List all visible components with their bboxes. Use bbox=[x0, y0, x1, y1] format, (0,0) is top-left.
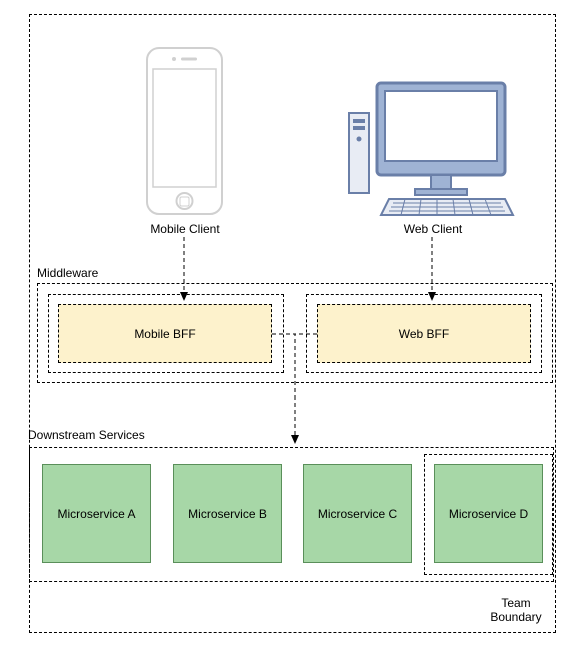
microservice-a-label: Microservice A bbox=[57, 507, 135, 521]
downstream-title: Downstream Services bbox=[28, 428, 168, 442]
mobile-client-icon bbox=[141, 45, 228, 217]
web-client-icon bbox=[345, 77, 517, 217]
mobile-bff: Mobile BFF bbox=[58, 304, 272, 363]
microservice-b-label: Microservice B bbox=[188, 507, 267, 521]
web-bff: Web BFF bbox=[317, 304, 531, 363]
mobile-bff-label: Mobile BFF bbox=[134, 327, 195, 341]
microservice-c-label: Microservice C bbox=[318, 507, 397, 521]
microservice-c: Microservice C bbox=[303, 464, 412, 563]
web-client-label: Web Client bbox=[403, 222, 463, 236]
web-bff-label: Web BFF bbox=[399, 327, 449, 341]
middleware-title: Middleware bbox=[37, 266, 117, 280]
microservice-d: Microservice D bbox=[434, 464, 543, 563]
microservice-a: Microservice A bbox=[42, 464, 151, 563]
mobile-client-label: Mobile Client bbox=[142, 222, 228, 236]
diagram-root: Mobile Client Web bbox=[0, 0, 581, 646]
microservice-b: Microservice B bbox=[173, 464, 282, 563]
team-boundary-label: Team Boundary bbox=[476, 596, 556, 624]
microservice-d-label: Microservice D bbox=[449, 507, 528, 521]
